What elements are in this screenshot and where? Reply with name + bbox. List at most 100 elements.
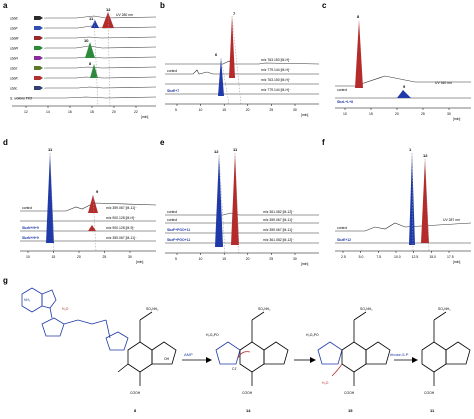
peak-7-red [229, 16, 235, 78]
so3-label-14: SO₂NH₂ [258, 307, 271, 311]
po-label-14: H₂O₃PO [206, 333, 219, 337]
axis-tick-label: 12 [24, 110, 28, 114]
c1-label-14: C1' [232, 367, 237, 371]
detector-label-c: UV 340 nm [435, 81, 452, 85]
axis-tick-label: 5.0 [359, 255, 364, 259]
axis-tick-label: 20 [395, 112, 399, 116]
peak-12-blue-e [215, 155, 223, 247]
axis-unit-a: [min] [141, 115, 148, 119]
trace-sbbR [46, 45, 156, 49]
axis-tick-label: 22 [134, 110, 138, 114]
axis-tick-label: 5 [175, 108, 177, 112]
axis-tick-label: 30 [447, 112, 451, 116]
peak-label-11e: 11 [233, 147, 238, 152]
so3-label-8: SO₂NH₂ [146, 307, 159, 311]
axis-tick-label: 12.5 [412, 255, 419, 259]
trace-label-a: sbbF [10, 27, 18, 31]
axis-tick-label: 15 [222, 257, 226, 261]
trace-sbbL [46, 86, 156, 89]
detector-label-f: UV 287 nm [443, 218, 460, 222]
axis-tick-label: 25 [421, 112, 425, 116]
peak-label-8c: 8 [357, 14, 360, 19]
axis-tick-label: 25 [269, 257, 273, 261]
peak-label-6: 6 [215, 52, 218, 57]
peak-12-red-f [421, 159, 429, 243]
gene-arrow-icon [34, 16, 43, 20]
axis-tick-label: 7.5 [376, 255, 381, 259]
axis-tick-label: 18 [90, 110, 94, 114]
trace-label-a: sbbH [10, 57, 18, 61]
deletion-mark-icon: × [44, 47, 46, 51]
trace-label-a: S. ivolens TK3 [10, 97, 32, 101]
trace-label-e-2: SbzF+PGO+11 [167, 228, 190, 232]
deletion-mark-icon: × [44, 57, 46, 61]
panel-label-b: b [160, 1, 165, 10]
gene-arrow-icon [34, 26, 43, 30]
deletion-mark-icon: × [44, 67, 46, 71]
trace-label-c-control: control [337, 88, 347, 92]
detector-label-a: UV 280 nm [116, 13, 133, 17]
trace-label-e-3: SbzF+PGO+11 [167, 238, 190, 242]
water-label-1: H₂O [62, 307, 69, 311]
trace-label-d-0: control [22, 206, 32, 210]
axis-tick-label: 17.5 [447, 255, 454, 259]
trace-label-b-control: control [167, 69, 177, 73]
trace-label-e-1: control [167, 218, 177, 222]
trace-label-f-0: control [337, 226, 347, 230]
axis-tick-label: 15 [52, 255, 56, 259]
mz-e-3: m/z 361.082 [M-12]⁻ [263, 238, 294, 242]
peak-6-blue [218, 58, 224, 96]
cooh-label-8: COOH [130, 391, 141, 395]
peak-label-1f: 1 [409, 147, 412, 152]
peak-label-10: 10 [84, 38, 89, 43]
compound-11-structure [421, 311, 471, 386]
peak-10-green [85, 42, 95, 58]
peak-label-7: 7 [233, 11, 236, 16]
axis-tick-label: 20 [246, 108, 250, 112]
cooh-label-11: COOH [424, 391, 435, 395]
axis-tick-label: 10 [343, 112, 347, 116]
axis-tick-label: 10 [199, 257, 203, 261]
mz-e-1: m/z 359.067 [M-11]⁻ [263, 218, 294, 222]
axis-tick-label: 30 [128, 255, 132, 259]
panel-g-reaction-scheme: NH₂ H₂O SO₂NH₂ OH COOH 8 AMP H₂O₃PO C1' … [21, 287, 471, 413]
deletion-mark-icon: × [44, 17, 46, 21]
peak-9-blue [397, 90, 411, 98]
peak-label-9c: 9 [403, 84, 406, 89]
axis-tick-label: 30 [293, 108, 297, 112]
compound-14-structure [215, 311, 289, 386]
gene-arrow-icon [34, 36, 43, 40]
axis-tick-label: 25 [269, 108, 273, 112]
mz-d-3: m/z 359.067 [M-11]⁻ [106, 236, 137, 240]
axis-unit-c: [min] [453, 117, 460, 121]
panel-label-f: f [322, 138, 325, 147]
gene-arrow-icon [34, 86, 43, 90]
panel-c-chromatogram: 8 9 control SbzL+L+8 UV 340 nm 10 15 20 25 3… [335, 14, 471, 121]
axis-tick-label: 14 [46, 110, 50, 114]
arrow-label-amp: AMP [184, 352, 193, 357]
water-label-2: H₂O [322, 381, 329, 385]
axis-tick-label: 20 [112, 110, 116, 114]
compound-label-14: 14 [246, 408, 251, 413]
deletion-mark-icon: × [44, 27, 46, 31]
axis-tick-label: 5 [175, 257, 177, 261]
trace-label-f-1: SbzE+12 [337, 238, 351, 242]
axis-tick-label: 10 [26, 255, 30, 259]
mz-e-0: m/z 361.082 [M-12]⁻ [263, 210, 294, 214]
peak-1-blue-f [409, 153, 415, 245]
mz-d-2: m/z 900.128 [M-9]⁻ [106, 226, 135, 230]
axis-tick-label: 2.5 [341, 255, 346, 259]
panel-b-chromatogram: 7 6 control SbzE+7 m/z 763.150 [M-H]⁻ m/… [165, 11, 319, 117]
so3-label-11: SO₂NH₂ [438, 307, 451, 311]
compound-label-8: 8 [134, 408, 137, 413]
mz-b-3: m/z 779.144 [M-H]⁻ [261, 88, 291, 92]
deletion-mark-icon: × [44, 87, 46, 91]
panel-label-a: a [3, 1, 8, 10]
trace-ivolens [16, 96, 156, 99]
peak-label-12: 12 [106, 7, 111, 12]
peak-11-blue [91, 20, 99, 28]
trace-label-a: sbbM [10, 37, 18, 41]
gene-arrow-icon [34, 66, 43, 70]
trace-sbbM [46, 36, 156, 39]
gene-arrow-icon [34, 56, 43, 60]
